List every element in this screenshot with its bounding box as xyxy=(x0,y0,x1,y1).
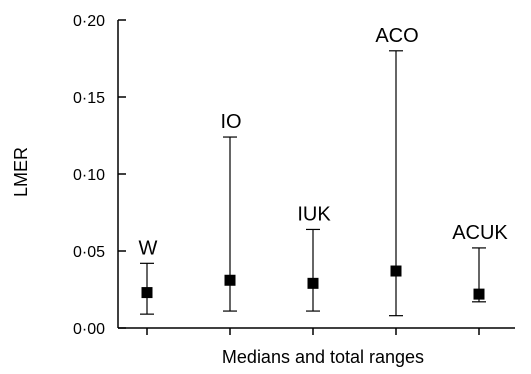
median-marker xyxy=(307,277,319,289)
range-point-aco: ACO xyxy=(375,25,419,317)
y-tick-label: 0·10 xyxy=(73,167,105,184)
x-axis xyxy=(118,327,515,335)
median-marker xyxy=(141,287,153,299)
range-point-iuk: IUK xyxy=(297,203,331,312)
range-point-io: IO xyxy=(220,111,242,312)
range-point-w: W xyxy=(139,237,158,315)
point-label: W xyxy=(139,237,158,259)
y-tick-label: 0·05 xyxy=(73,244,105,261)
median-marker xyxy=(224,274,236,286)
y-tick-label: 0·00 xyxy=(73,321,105,338)
x-axis-title: Medians and total ranges xyxy=(222,347,424,367)
y-axis-title: LMER xyxy=(11,147,31,197)
y-tick-label: 0·15 xyxy=(73,90,105,107)
point-label: ACO xyxy=(375,25,418,47)
median-marker xyxy=(390,265,402,277)
data-marks: W IO IUK ACO ACUK xyxy=(139,25,508,317)
point-label: IUK xyxy=(297,203,331,225)
y-tick-label: 0·20 xyxy=(73,13,105,30)
range-point-acuk: ACUK xyxy=(452,222,508,303)
point-label: IO xyxy=(220,111,241,133)
median-marker xyxy=(473,288,485,300)
y-axis: 0·00 0·05 0·10 0·15 0·20 xyxy=(73,13,126,338)
point-label: ACUK xyxy=(452,222,508,244)
